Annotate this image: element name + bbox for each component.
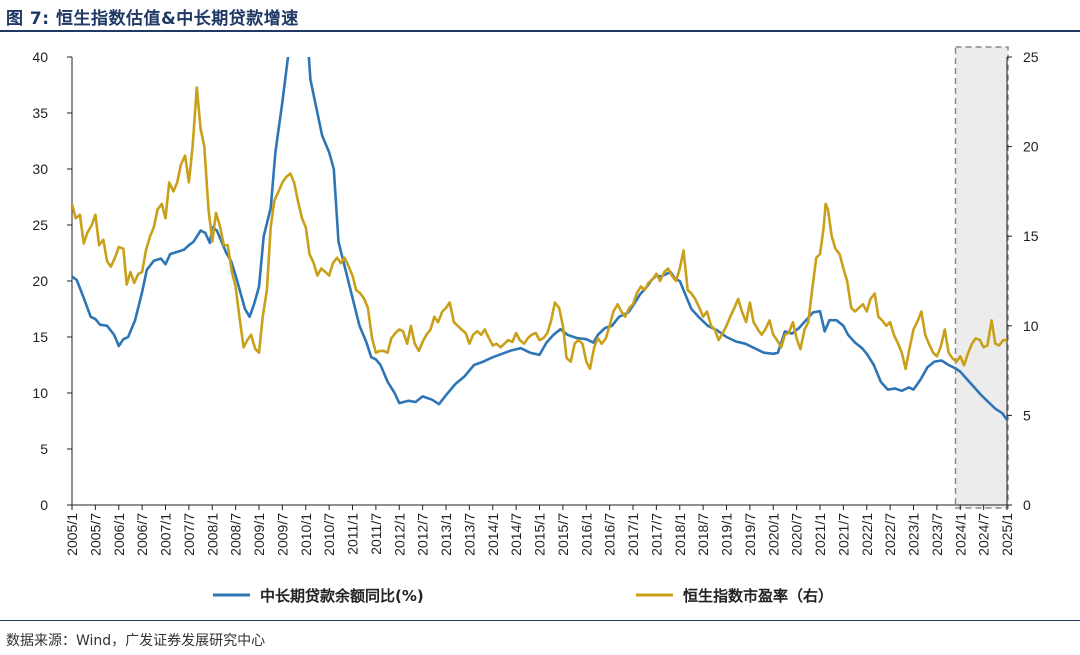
x-tick-label: 2011/1: [345, 513, 361, 555]
y-left-tick-label: 10: [32, 385, 48, 401]
series-line-hsi-pe: [72, 86, 1007, 371]
series-line-loan-growth: [72, 57, 1007, 421]
x-tick-label: 2010/7: [321, 513, 337, 556]
x-tick-label: 2015/7: [555, 513, 571, 556]
x-tick-label: 2008/7: [228, 513, 244, 556]
x-tick-label: 2013/7: [461, 513, 477, 556]
x-tick-label: 2022/1: [859, 513, 875, 556]
x-tick-label: 2023/7: [929, 513, 945, 556]
x-tick-label: 2019/7: [742, 513, 758, 556]
x-tick-label: 2015/1: [532, 513, 548, 556]
y-right-tick-label: 25: [1023, 49, 1039, 65]
x-tick-label: 2016/7: [602, 513, 618, 556]
shaded-region-layer: [954, 46, 1009, 509]
x-tick-label: 2021/1: [812, 513, 828, 556]
shaded-region: [954, 46, 1009, 509]
x-tick-label: 2021/7: [835, 513, 851, 556]
x-tick-label: 2009/1: [251, 513, 267, 556]
x-tick-label: 2011/7: [368, 513, 384, 555]
x-tick-label: 2006/1: [111, 513, 127, 556]
x-tick-label: 2020/7: [789, 513, 805, 556]
x-tick-label: 2018/1: [672, 513, 688, 556]
x-tick-label: 2007/7: [181, 513, 197, 556]
x-tick-label: 2014/7: [508, 513, 524, 556]
x-tick-label: 2009/7: [274, 513, 290, 556]
series-layer: [72, 57, 1007, 421]
y-left-tick-label: 0: [40, 497, 48, 513]
source-divider: [0, 620, 1080, 621]
axes-layer: 0 5 10 15 20 25 30 35 40 0 5 10 15 20 25 2005/1 2005/7 20…: [32, 49, 1038, 556]
y-right-tick-label: 10: [1023, 318, 1039, 334]
y-right-tick-label: 20: [1023, 139, 1039, 155]
y-left-tick-label: 25: [32, 217, 48, 233]
x-tick-label: 2013/1: [438, 513, 454, 556]
y-left-tick-label: 35: [32, 105, 48, 121]
x-tick-label: 2008/1: [204, 513, 220, 556]
x-tick-label: 2024/1: [952, 513, 968, 556]
y-left-tick-label: 20: [32, 273, 48, 289]
x-tick-label: 2024/7: [976, 513, 992, 556]
x-tick-label: 2023/1: [906, 513, 922, 556]
x-tick-label: 2005/7: [87, 513, 103, 556]
y-right-tick-label: 5: [1023, 407, 1031, 423]
x-tick-label: 2012/1: [391, 513, 407, 556]
y-left-tick-label: 15: [32, 329, 48, 345]
x-tick-label: 2017/7: [648, 513, 664, 556]
x-tick-label: 2018/7: [695, 513, 711, 556]
x-tick-label: 2012/7: [415, 513, 431, 556]
x-tick-label: 2007/1: [158, 513, 174, 556]
legend-layer: 中长期贷款余额同比(%) 恒生指数市盈率（右）: [213, 587, 833, 605]
y-right-tick-label: 0: [1023, 497, 1031, 513]
x-tick-label: 2017/1: [625, 513, 641, 556]
figure-title: 图 7: 恒生指数估值&中长期贷款增速: [6, 9, 299, 29]
title-divider: [0, 30, 1080, 32]
y-left-tick-label: 5: [40, 441, 48, 457]
legend-hsi-pe-label: 恒生指数市盈率（右）: [683, 587, 833, 605]
x-tick-label: 2006/7: [134, 513, 150, 556]
x-tick-label: 2022/7: [882, 513, 898, 556]
x-tick-label: 2020/1: [765, 513, 781, 556]
x-tick-label: 2016/1: [578, 513, 594, 556]
source-note: 数据来源：Wind，广发证券发展研究中心: [6, 633, 266, 649]
x-tick-label: 2010/1: [298, 513, 314, 556]
y-right-tick-label: 15: [1023, 228, 1039, 244]
legend-loan-growth-label: 中长期贷款余额同比(%): [260, 587, 424, 605]
x-tick-label: 2014/1: [485, 513, 501, 556]
x-tick-label: 2005/1: [64, 513, 80, 556]
y-left-tick-label: 40: [32, 49, 48, 65]
line-chart: 0 5 10 15 20 25 30 35 40 0 5 10 15 20 25 2005/1 2005/7 20…: [32, 46, 1039, 605]
x-tick-label: 2025/1: [999, 513, 1015, 556]
y-left-tick-label: 30: [32, 161, 48, 177]
x-tick-label: 2019/1: [719, 513, 735, 556]
